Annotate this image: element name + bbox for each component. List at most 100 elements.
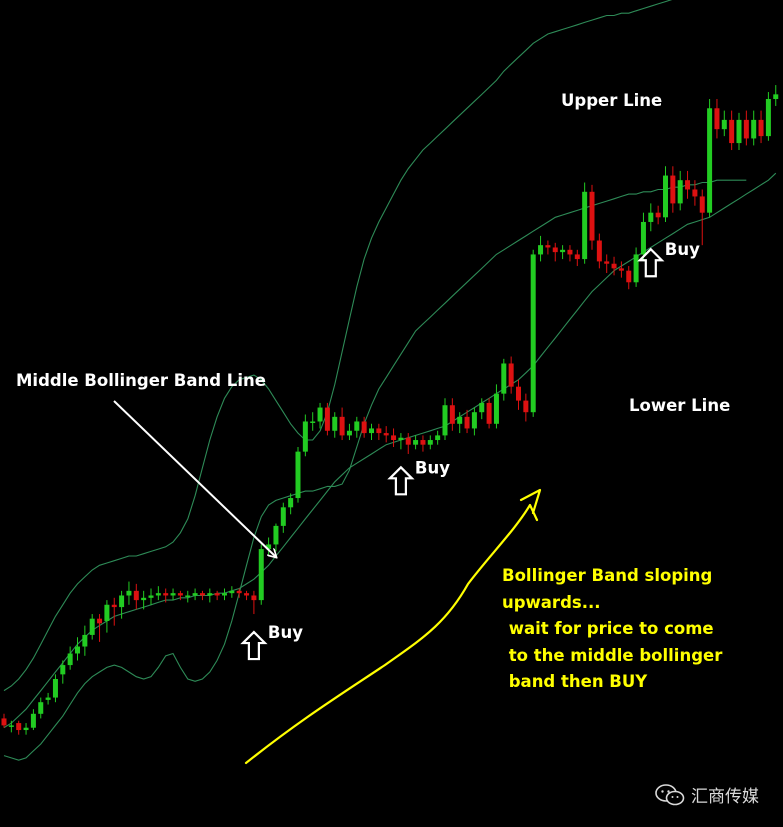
candle-body xyxy=(251,595,257,601)
candle xyxy=(75,637,80,661)
candle-body xyxy=(133,590,139,601)
candle-body xyxy=(523,400,529,413)
candle xyxy=(596,233,602,269)
candle-body xyxy=(721,119,727,130)
candle-body xyxy=(332,416,338,431)
upper-line-label: Upper Line xyxy=(561,91,662,110)
candle xyxy=(611,256,617,276)
buy-label: Buy xyxy=(665,240,700,259)
candle-body xyxy=(530,254,536,413)
candle xyxy=(295,447,301,503)
bollinger-bands xyxy=(3,0,777,761)
middle-band-line xyxy=(3,172,777,729)
candle xyxy=(677,170,683,211)
candle-body xyxy=(508,363,514,387)
candle-body xyxy=(376,428,382,434)
buy-arrow-icon xyxy=(387,465,415,496)
candle xyxy=(435,430,441,445)
candle xyxy=(427,435,433,450)
candle-body xyxy=(369,428,374,434)
candle xyxy=(376,423,382,441)
candle xyxy=(354,416,360,438)
candle xyxy=(369,423,374,441)
candle xyxy=(163,588,169,603)
candle-body xyxy=(486,402,492,424)
buy-signal: Buy xyxy=(387,458,450,496)
candle xyxy=(60,660,66,684)
candle-body xyxy=(427,440,433,445)
candle-body xyxy=(692,189,698,197)
watermark: 汇商传媒 xyxy=(655,782,759,807)
candle-body xyxy=(1,718,7,726)
middle-band-pointer-arrow xyxy=(113,400,276,557)
watermark-text: 汇商传媒 xyxy=(691,787,759,807)
candle-body xyxy=(295,451,301,499)
candle xyxy=(552,242,558,262)
candle xyxy=(383,426,389,443)
candle xyxy=(16,720,22,735)
candle-body xyxy=(52,679,58,698)
candle-body xyxy=(97,618,103,624)
candle-body xyxy=(273,525,279,545)
candle-body xyxy=(464,416,470,429)
candle-body xyxy=(163,593,169,596)
candle xyxy=(104,600,110,633)
buy-arrow-icon xyxy=(240,630,268,661)
candle xyxy=(773,85,779,106)
candle xyxy=(604,254,610,273)
candle xyxy=(618,261,624,278)
candle-body xyxy=(663,175,668,218)
candle-body xyxy=(538,245,544,255)
candle xyxy=(192,588,198,601)
candle xyxy=(714,99,720,139)
candle-body xyxy=(398,437,404,441)
candle-body xyxy=(596,240,602,262)
candle xyxy=(89,614,95,640)
candle-body xyxy=(23,727,29,731)
candle xyxy=(339,407,345,441)
candle-body xyxy=(288,498,294,508)
candle xyxy=(685,170,691,199)
middle-band-label: Middle Bollinger Band Line xyxy=(16,371,266,390)
candle-body xyxy=(758,119,764,137)
candle-body xyxy=(302,421,308,452)
candle-body xyxy=(729,119,735,144)
candle xyxy=(45,692,51,705)
candle xyxy=(332,412,338,438)
candle xyxy=(538,235,544,262)
candle-body xyxy=(736,119,742,144)
candle xyxy=(111,597,117,626)
candles xyxy=(1,85,779,735)
candle-body xyxy=(266,544,272,550)
candle xyxy=(670,166,676,213)
candle xyxy=(516,379,521,410)
candle-body xyxy=(391,435,397,441)
buy-label: Buy xyxy=(268,623,303,642)
candle xyxy=(310,412,316,431)
candle-body xyxy=(589,191,595,241)
candle-body xyxy=(177,593,183,596)
candle xyxy=(133,583,139,610)
candle-body xyxy=(743,119,749,139)
candle xyxy=(361,416,367,438)
candle-body xyxy=(567,249,573,255)
candle xyxy=(449,398,455,431)
candle xyxy=(288,493,294,515)
candle xyxy=(765,92,771,141)
candle xyxy=(82,625,88,656)
candle xyxy=(574,249,580,267)
candle xyxy=(8,720,14,733)
candle-body xyxy=(405,437,411,445)
candle-body xyxy=(751,119,757,139)
candle-body xyxy=(317,407,323,422)
candle-body xyxy=(479,402,485,413)
candle-body xyxy=(707,108,713,213)
buy-signal: Buy xyxy=(637,240,700,278)
candle xyxy=(721,110,727,137)
candle xyxy=(582,182,588,264)
candle-body xyxy=(633,254,639,283)
candle-body xyxy=(229,590,235,594)
candle-body xyxy=(670,175,676,204)
candle-body xyxy=(493,393,499,424)
